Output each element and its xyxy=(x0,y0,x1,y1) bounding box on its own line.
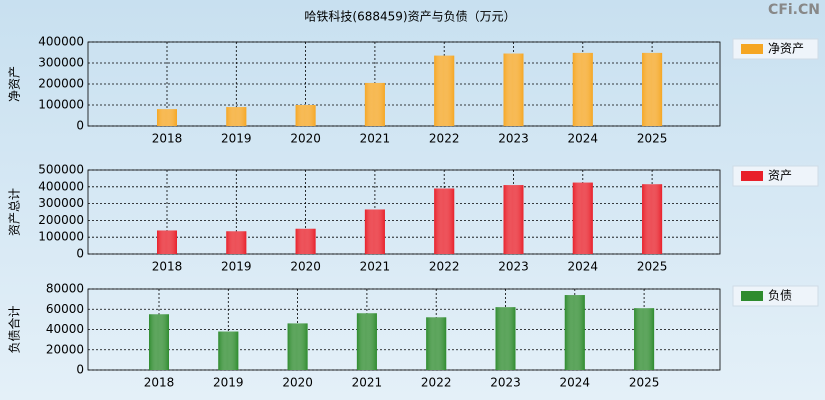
legend-label: 净资产 xyxy=(768,42,804,56)
bar-shine xyxy=(642,184,663,254)
bar-shine xyxy=(572,182,593,254)
y-tick-label: 0 xyxy=(76,247,84,261)
y-tick-label: 400000 xyxy=(38,35,84,49)
plot-frame xyxy=(87,169,721,255)
bar-shine xyxy=(226,231,247,254)
y-tick-label: 20000 xyxy=(46,342,84,356)
y-tick-label: 300000 xyxy=(38,196,84,210)
legend-swatch xyxy=(741,171,763,181)
bar-shine xyxy=(572,52,593,126)
x-tick-label: 2018 xyxy=(152,132,183,146)
x-tick-label: 2021 xyxy=(360,132,391,146)
x-tick-label: 2018 xyxy=(144,376,175,390)
bar-shine xyxy=(634,308,655,370)
x-tick-label: 2024 xyxy=(560,376,591,390)
bar-shine xyxy=(426,317,447,370)
plot-frame xyxy=(87,288,721,371)
y-tick-label: 40000 xyxy=(46,322,84,336)
bar-shine xyxy=(642,52,663,126)
bar-shine xyxy=(157,109,177,126)
x-tick-label: 2022 xyxy=(429,132,460,146)
x-tick-label: 2022 xyxy=(421,376,452,390)
bar-shine xyxy=(295,228,316,254)
legend-label: 负债 xyxy=(768,289,792,303)
bar-shine xyxy=(503,53,524,126)
x-tick-label: 2020 xyxy=(282,376,313,390)
y-tick-label: 100000 xyxy=(38,98,84,112)
y-tick-label: 200000 xyxy=(38,77,84,91)
bar-shine xyxy=(356,313,377,370)
bar-shine xyxy=(157,230,177,254)
x-tick-label: 2025 xyxy=(637,132,668,146)
y-axis-label: 资产总计 xyxy=(8,188,22,236)
bar-shine xyxy=(434,188,455,254)
bar-shine xyxy=(564,295,585,370)
bar-shine xyxy=(364,82,385,126)
x-tick-label: 2020 xyxy=(290,132,321,146)
x-tick-label: 2020 xyxy=(290,260,321,274)
bar-shine xyxy=(364,209,385,254)
y-tick-label: 300000 xyxy=(38,56,84,70)
y-axis-label: 负债合计 xyxy=(7,305,22,353)
y-tick-label: 100000 xyxy=(38,230,84,244)
watermark: CFi.CN xyxy=(768,2,820,18)
legend-label: 资产 xyxy=(768,169,792,183)
x-tick-label: 2023 xyxy=(498,132,529,146)
y-tick-label: 80000 xyxy=(46,282,84,296)
x-tick-label: 2025 xyxy=(629,376,660,390)
x-tick-label: 2024 xyxy=(568,260,599,274)
bar-shine xyxy=(287,323,308,370)
x-tick-label: 2021 xyxy=(352,376,383,390)
legend-swatch xyxy=(741,44,763,54)
y-axis-label: 净资产 xyxy=(8,66,22,102)
legend-swatch xyxy=(741,291,763,301)
bar-shine xyxy=(295,105,316,126)
x-tick-label: 2019 xyxy=(221,132,252,146)
x-tick-label: 2023 xyxy=(490,376,521,390)
x-tick-label: 2019 xyxy=(213,376,244,390)
bar-shine xyxy=(434,55,455,126)
plot-frame xyxy=(87,41,721,127)
x-tick-label: 2021 xyxy=(360,260,391,274)
x-tick-label: 2024 xyxy=(568,132,599,146)
y-tick-label: 0 xyxy=(76,119,84,133)
y-tick-label: 400000 xyxy=(38,179,84,193)
x-tick-label: 2019 xyxy=(221,260,252,274)
y-tick-label: 200000 xyxy=(38,213,84,227)
x-tick-label: 2022 xyxy=(429,260,460,274)
bar-shine xyxy=(495,307,516,370)
y-tick-label: 500000 xyxy=(38,163,84,177)
bar-shine xyxy=(149,314,169,370)
chart-title: 哈铁科技(688459)资产与负债（万元） xyxy=(304,10,515,24)
bar-shine xyxy=(503,185,524,254)
y-tick-label: 60000 xyxy=(46,302,84,316)
x-tick-label: 2018 xyxy=(152,260,183,274)
bar-shine xyxy=(218,331,239,370)
x-tick-label: 2025 xyxy=(637,260,668,274)
bar-shine xyxy=(226,107,247,126)
y-tick-label: 0 xyxy=(76,363,84,377)
x-tick-label: 2023 xyxy=(498,260,529,274)
